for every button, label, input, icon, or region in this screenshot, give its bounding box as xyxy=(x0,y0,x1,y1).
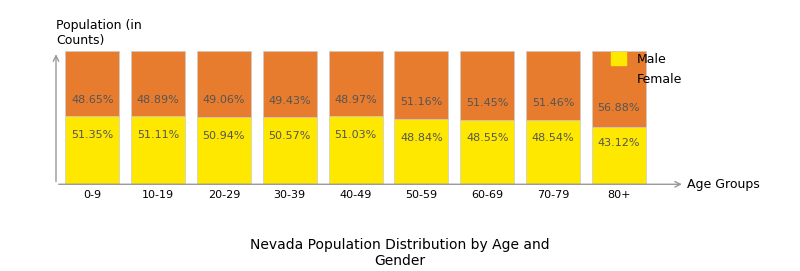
Bar xyxy=(197,51,251,117)
Bar xyxy=(592,127,646,184)
Bar xyxy=(262,117,317,184)
Text: 51.45%: 51.45% xyxy=(466,98,508,108)
Text: 51.11%: 51.11% xyxy=(137,130,179,140)
Bar xyxy=(394,120,448,184)
Text: 48.97%: 48.97% xyxy=(334,95,377,105)
Bar xyxy=(197,117,251,184)
Text: 43.12%: 43.12% xyxy=(598,138,640,148)
Text: 56.88%: 56.88% xyxy=(598,103,640,113)
Text: 51.46%: 51.46% xyxy=(532,98,574,108)
Bar xyxy=(329,51,382,117)
Legend: Male, Female: Male, Female xyxy=(611,52,682,86)
Bar xyxy=(394,51,448,120)
Text: Nevada Population Distribution by Age and
Gender: Nevada Population Distribution by Age an… xyxy=(250,238,550,268)
Bar xyxy=(592,51,646,127)
Text: 50.94%: 50.94% xyxy=(202,131,245,141)
Text: 51.03%: 51.03% xyxy=(334,130,377,140)
Text: 50.57%: 50.57% xyxy=(269,131,311,141)
Text: 51.35%: 51.35% xyxy=(71,130,114,140)
Bar xyxy=(460,51,514,120)
Bar xyxy=(460,120,514,184)
Text: 51.16%: 51.16% xyxy=(400,97,442,107)
Bar xyxy=(131,51,185,116)
Text: Age Groups: Age Groups xyxy=(686,178,759,191)
Text: 48.84%: 48.84% xyxy=(400,133,442,143)
Text: 48.54%: 48.54% xyxy=(532,133,574,143)
Bar xyxy=(131,116,185,184)
Bar xyxy=(329,117,382,184)
Bar xyxy=(262,51,317,117)
Text: 48.55%: 48.55% xyxy=(466,133,509,143)
Bar xyxy=(526,51,580,120)
Text: Population (in
Counts): Population (in Counts) xyxy=(56,20,142,47)
Bar xyxy=(66,51,119,116)
Bar xyxy=(66,116,119,184)
Bar xyxy=(526,120,580,184)
Text: 48.89%: 48.89% xyxy=(137,95,179,105)
Text: 49.43%: 49.43% xyxy=(268,96,311,106)
Text: 48.65%: 48.65% xyxy=(71,95,114,105)
Text: 49.06%: 49.06% xyxy=(202,95,245,105)
